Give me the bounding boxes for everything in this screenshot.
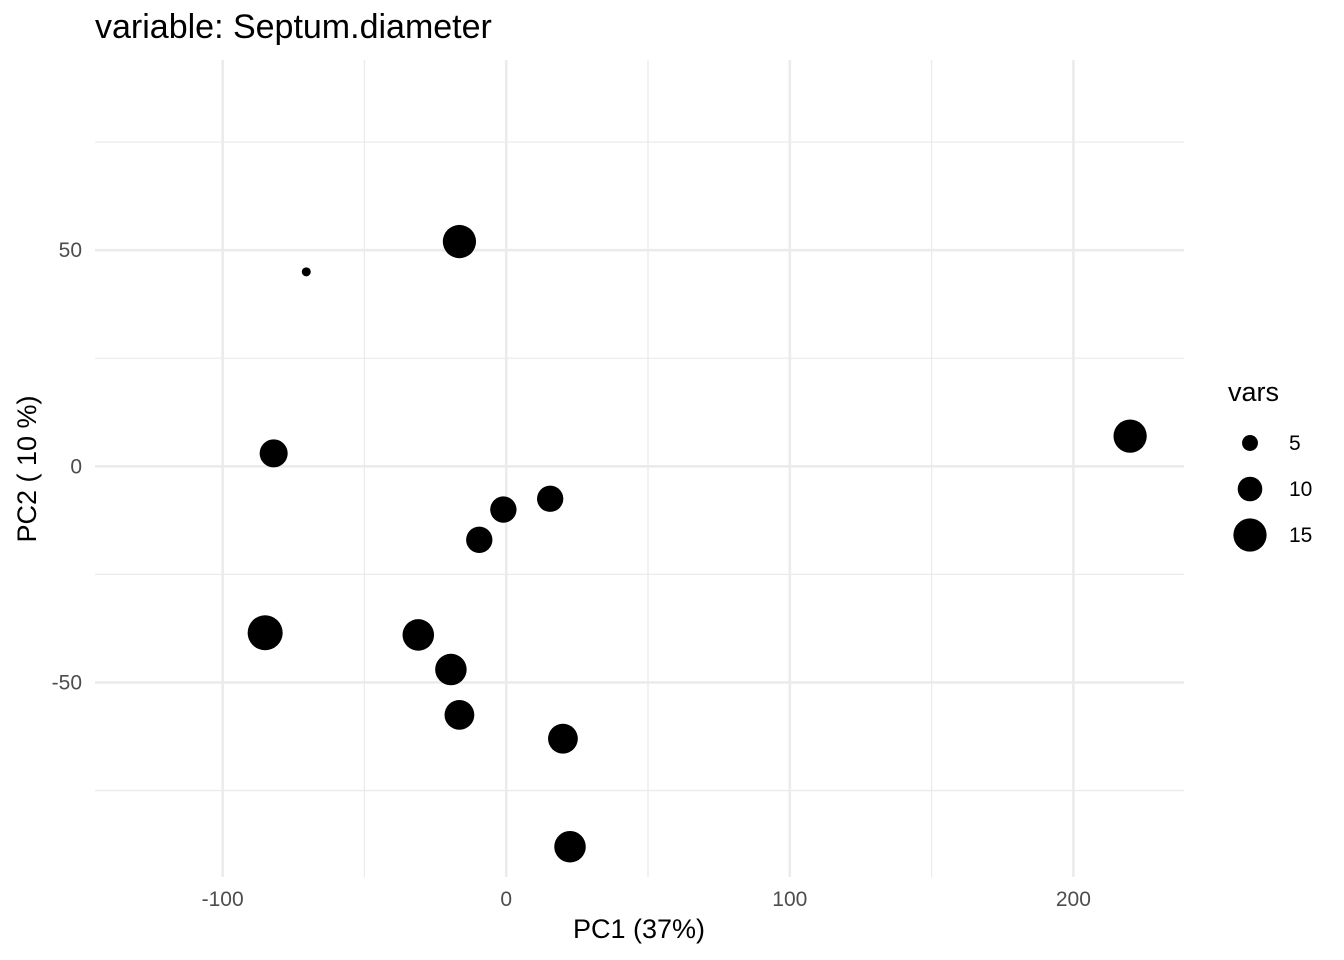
legend-key (1237, 476, 1263, 502)
legend-key (1233, 518, 1267, 552)
legend-label: 10 (1289, 478, 1312, 501)
data-point (301, 267, 311, 277)
legend-title: vars (1228, 377, 1279, 407)
x-tick-label: 0 (500, 888, 512, 911)
axis-ticks: -100 0 100 200 50 0 -50 (52, 239, 1091, 911)
data-point (247, 615, 283, 651)
data-point (444, 699, 475, 730)
legend-label: 5 (1289, 432, 1301, 455)
legend: 5 10 15 (1233, 432, 1312, 552)
data-point (442, 224, 477, 259)
data-point (259, 439, 288, 468)
data-point (435, 653, 467, 686)
x-axis-title: PC1 (37%) (573, 914, 705, 944)
y-axis-title: PC2 ( 10 %) (12, 395, 42, 542)
data-point (466, 526, 493, 553)
chart-title: variable: Septum.diameter (95, 8, 492, 46)
data-point (490, 496, 517, 523)
data-points (247, 224, 1147, 863)
legend-key (1242, 435, 1258, 451)
data-point (548, 723, 578, 754)
x-tick-label: -100 (202, 888, 244, 911)
x-tick-label: 100 (772, 888, 807, 911)
data-point (1113, 419, 1147, 453)
y-tick-label: 0 (70, 455, 82, 478)
data-point (554, 830, 586, 863)
data-point (537, 485, 564, 512)
x-tick-label: 200 (1056, 888, 1091, 911)
data-point (402, 619, 435, 651)
y-tick-label: -50 (52, 671, 82, 694)
grid (95, 60, 1184, 877)
y-tick-label: 50 (59, 239, 82, 262)
legend-label: 15 (1289, 524, 1312, 547)
